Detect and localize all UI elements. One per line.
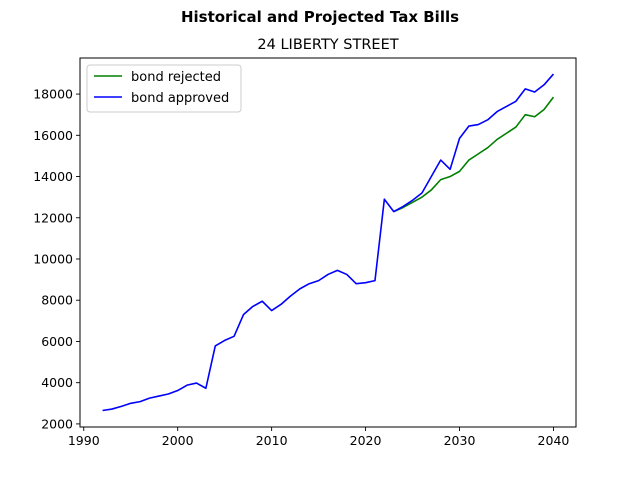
y-tick-label: 2000 (41, 416, 73, 431)
x-tick-label: 2020 (350, 433, 382, 448)
y-tick-label: 16000 (33, 128, 73, 143)
x-tick-label: 1990 (68, 433, 100, 448)
legend: bond rejected bond approved (86, 64, 242, 113)
series-line-bond-rejected (393, 96, 555, 213)
y-tick-label: 14000 (33, 169, 73, 184)
y-axis: 2000 4000 6000 8000 10000 12000 14000 16000 1800… (33, 87, 80, 431)
legend-box (86, 64, 242, 113)
chart-title: 24 LIBERTY STREET (257, 37, 398, 53)
axes-frame (79, 57, 577, 428)
plot-area: 1990 2000 2010 2020 2030 2040 2000 4000 6000 800… (33, 57, 577, 448)
y-tick-label: 10000 (33, 251, 73, 266)
legend-label-bond-approved: bond approved (131, 91, 229, 106)
legend-label-bond-rejected: bond rejected (131, 70, 221, 85)
x-axis: 1990 2000 2010 2020 2030 2040 (68, 427, 570, 448)
y-tick-label: 12000 (33, 210, 73, 225)
y-tick-label: 4000 (41, 375, 73, 390)
y-tick-label: 18000 (33, 87, 73, 102)
x-tick-label: 2000 (162, 433, 194, 448)
x-tick-label: 2030 (444, 433, 476, 448)
y-tick-label: 8000 (41, 293, 73, 308)
x-tick-label: 2010 (256, 433, 288, 448)
y-tick-label: 6000 (41, 334, 73, 349)
chart-suptitle: Historical and Projected Tax Bills (181, 8, 459, 26)
series-layer (102, 73, 555, 412)
x-tick-label: 2040 (538, 433, 570, 448)
series-line-bond-approved (102, 73, 555, 412)
